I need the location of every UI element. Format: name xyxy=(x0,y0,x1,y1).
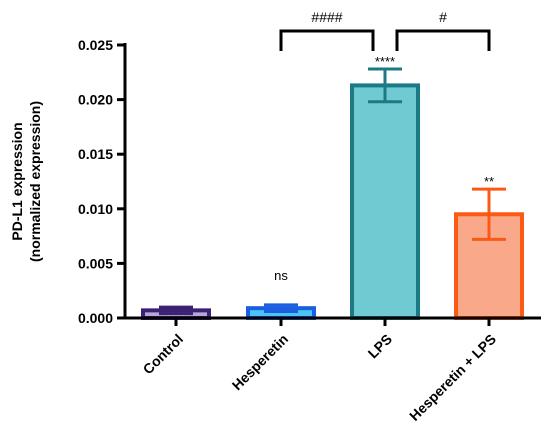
comparison-label: # xyxy=(439,9,447,25)
bar xyxy=(350,83,420,320)
error-bars xyxy=(159,67,506,316)
significance-label: ns xyxy=(274,268,288,283)
x-axis: Control Hesperetin LPS Hesperetin + LPS xyxy=(123,316,541,424)
y-tick-label: 0.010 xyxy=(78,201,113,217)
x-tick-label: Hesperetin + LPS xyxy=(406,331,499,424)
bars xyxy=(141,83,524,320)
x-tick-label: LPS xyxy=(365,331,396,362)
x-tick-label: Hesperetin xyxy=(229,331,291,393)
significance-annotations: ns****** xyxy=(274,54,494,283)
significance-label: **** xyxy=(375,54,395,69)
y-axis-label-line: (normalized expression) xyxy=(27,101,43,262)
comparison-label: #### xyxy=(311,9,342,25)
comparison-brackets: #### # xyxy=(279,9,491,51)
y-axis-label: PD-L1 expression (normalized expression) xyxy=(9,101,43,262)
y-tick-label: 0.015 xyxy=(78,146,113,162)
comparison-bracket xyxy=(279,29,375,51)
y-tick-label: 0.025 xyxy=(78,37,113,53)
significance-label: ** xyxy=(484,174,494,189)
y-tick-label: 0.020 xyxy=(78,92,113,108)
y-axis-label-line: PD-L1 expression xyxy=(9,122,25,240)
comparison-bracket xyxy=(395,29,491,51)
x-tick-label: Control xyxy=(140,331,187,378)
y-tick-label: 0.005 xyxy=(78,255,113,271)
y-axis: 0.000 0.005 0.010 0.015 0.020 0.025 xyxy=(78,37,127,326)
y-tick-label: 0.000 xyxy=(78,310,113,326)
